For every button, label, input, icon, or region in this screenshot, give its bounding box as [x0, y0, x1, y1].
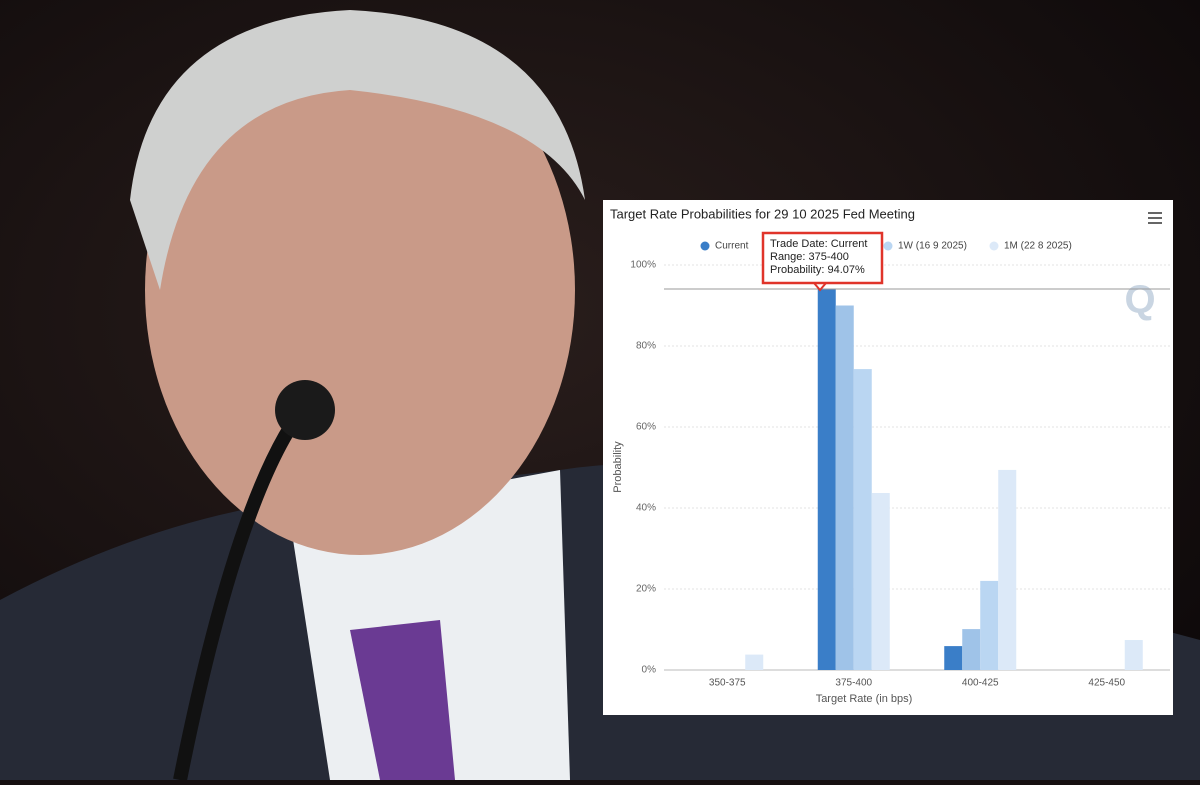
bar — [944, 646, 963, 670]
legend-label: 1M (22 8 2025) — [1004, 241, 1072, 252]
tie — [350, 620, 455, 780]
legend-item[interactable]: 1M (22 8 2025) — [989, 241, 1072, 252]
tooltip-line: Range: 375-400 — [770, 251, 849, 263]
legend-marker — [883, 241, 893, 251]
bar — [817, 289, 836, 670]
menu-icon[interactable] — [1148, 212, 1162, 224]
microphone — [275, 380, 335, 440]
legend-item[interactable]: Current — [700, 241, 749, 252]
hair — [130, 10, 585, 290]
bar — [980, 580, 999, 670]
menu-bar — [1148, 217, 1162, 219]
tooltip-line: Probability: 94.07% — [770, 264, 865, 276]
y-tick-label: 20% — [636, 584, 656, 595]
bar — [962, 629, 981, 670]
y-tick-label: 60% — [636, 422, 656, 433]
legend-marker — [989, 241, 999, 251]
bar — [998, 469, 1017, 670]
menu-bar — [1148, 212, 1162, 214]
bar — [871, 493, 890, 670]
x-tick-label: 400-425 — [962, 678, 999, 689]
bar — [835, 305, 854, 670]
x-tick-label: 425-450 — [1088, 678, 1125, 689]
tooltip-line: Trade Date: Current — [770, 238, 867, 250]
y-axis-title: Probability — [612, 441, 624, 493]
x-tick-label: 350-375 — [709, 678, 746, 689]
y-tick-label: 100% — [630, 260, 656, 271]
y-tick-label: 80% — [636, 341, 656, 352]
legend-marker — [700, 241, 710, 251]
legend-label: 1W (16 9 2025) — [898, 241, 967, 252]
x-axis-title: Target Rate (in bps) — [816, 693, 913, 705]
legend-item[interactable]: 1W (16 9 2025) — [883, 241, 967, 252]
bar — [1124, 640, 1143, 670]
y-tick-label: 40% — [636, 503, 656, 514]
bar — [853, 369, 872, 670]
tooltip-box — [761, 231, 884, 285]
watermark: Q — [1124, 278, 1155, 322]
face — [145, 25, 575, 555]
legend-label: Current — [715, 241, 749, 252]
chart-title: Target Rate Probabilities for 29 10 2025… — [610, 206, 915, 221]
bar — [745, 654, 764, 670]
y-tick-label: 0% — [642, 665, 657, 676]
menu-bar — [1148, 222, 1162, 224]
x-tick-label: 375-400 — [835, 678, 872, 689]
